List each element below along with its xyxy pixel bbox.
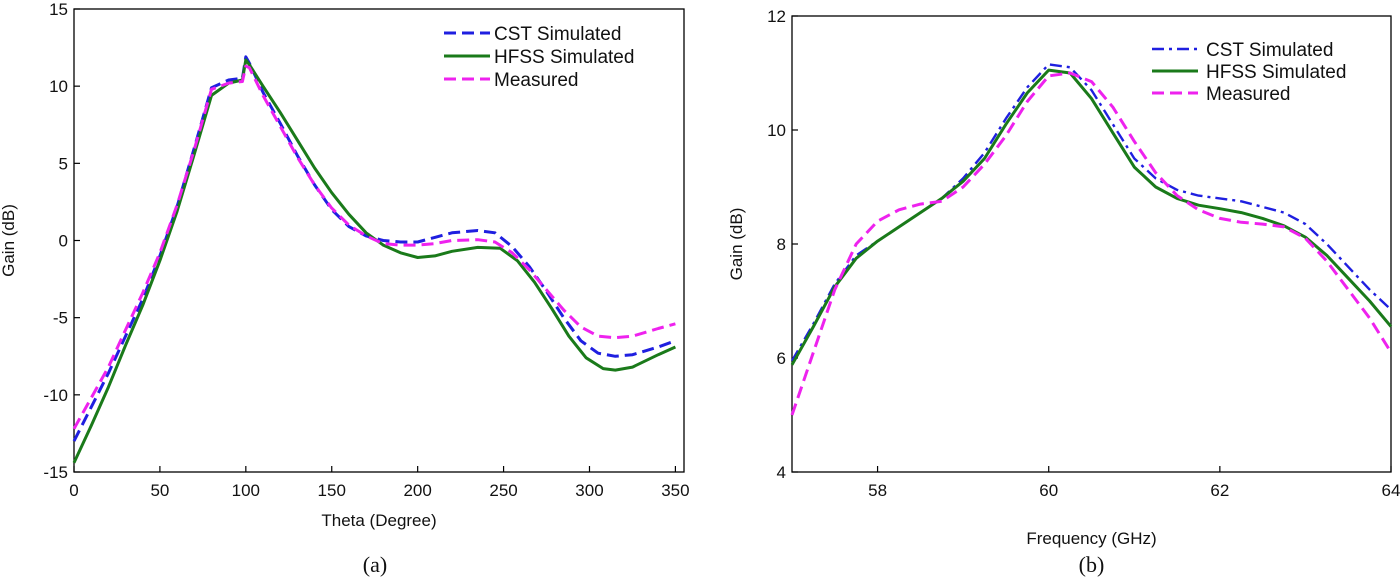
legend-label-b-2: HFSS Simulated [1206,62,1346,83]
y-tick-label-b: 4 [777,463,786,482]
x-axis-label-b: Frequency (GHz) [1026,529,1156,548]
x-axis-label-a: Theta (Degree) [321,511,436,530]
y-tick-label-b: 10 [767,121,786,140]
x-tick-label-a: 150 [318,481,346,500]
y-axis-label-a: Gain (dB) [0,204,18,277]
x-tick-label-b: 62 [1210,481,1229,500]
y-tick-label-a: 15 [49,0,68,19]
legend-label-b-1: CST Simulated [1206,40,1333,61]
x-tick-label-a: 300 [575,481,603,500]
y-tick-label-a: 5 [59,154,68,173]
y-axis-label-b: Gain (dB) [727,208,746,281]
legend-label-a-2: HFSS Simulated [494,47,634,68]
series-line-b-1 [790,63,1392,362]
plot-frame-b [791,15,1392,473]
caption-a: (a) [363,552,387,577]
x-tick-label-b: 58 [868,481,887,500]
legend-label-a-3: Measured [494,70,579,91]
x-tick-label-a: 200 [403,481,431,500]
panel-b: 4 6 8 10 12 58 60 62 64 Frequency (GHz) Gain (dB) (… [727,7,1400,577]
x-tick-label-b: 64 [1382,481,1400,500]
y-tick-label-a: -5 [53,309,68,328]
y-tick-label-a: -10 [43,386,68,405]
y-tick-label-b: 6 [777,349,786,368]
y-tick-label-a: -15 [43,463,68,482]
series-line-a-2 [72,58,677,464]
series-line-a-3 [72,64,676,430]
y-tick-label-b: 12 [767,7,786,26]
y-tick-label-b: 8 [777,235,786,254]
legend-label-a-1: CST Simulated [494,24,621,45]
x-tick-label-a: 50 [150,481,169,500]
y-tick-label-a: 10 [49,77,68,96]
caption-b: (b) [1079,552,1105,577]
x-tick-label-a: 250 [489,481,517,500]
x-tick-label-b: 60 [1039,481,1058,500]
x-tick-label-a: 0 [69,481,78,500]
y-tick-label-a: 0 [59,232,68,251]
x-tick-label-a: 350 [661,481,689,500]
series-line-b-3 [790,71,1393,416]
x-tick-label-a: 100 [232,481,260,500]
legend-label-b-3: Measured [1206,84,1291,105]
